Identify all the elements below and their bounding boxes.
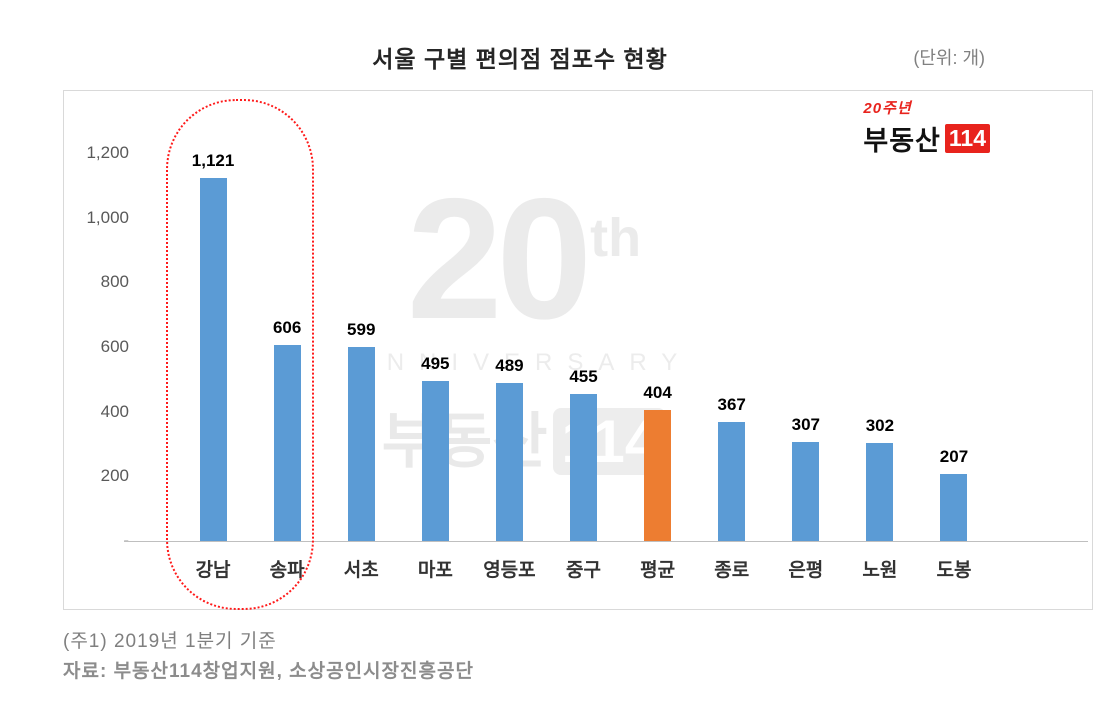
r114-logo: 20주년 부동산 114 (863, 97, 990, 158)
footnote-basis: (주1) 2019년 1분기 기준 (63, 631, 277, 652)
bar-value-label: 489 (495, 356, 524, 375)
x-label-노원: 노원 (862, 560, 898, 581)
bar-value-label: 495 (421, 354, 450, 373)
bar-영등포[interactable] (495, 383, 523, 541)
bar-종로[interactable] (718, 422, 746, 541)
y-tick-label: 1,200 (86, 142, 129, 162)
logo-main: 부동산 114 (863, 119, 990, 158)
x-label-종로: 종로 (714, 560, 750, 581)
bar-column: 302 (843, 91, 917, 541)
bar-value-label: 606 (272, 318, 302, 337)
bar-value-label: 599 (347, 320, 376, 339)
bar-강남[interactable] (199, 178, 227, 541)
bar-value-label: 367 (717, 395, 746, 414)
bar-value-label: 302 (865, 416, 895, 435)
y-tick-label: - (123, 531, 129, 550)
y-tick-label: 600 (100, 336, 129, 356)
x-label-중구: 중구 (566, 560, 601, 581)
x-label-영등포: 영등포 (483, 560, 536, 581)
chart-title: 서울 구별 편의점 점포수 현황 (372, 46, 668, 72)
chart-frame: 20th ANNIVERSARY 부동산 114 20주년 부동산 114 -20… (63, 90, 1093, 610)
logo-brand-text: 부동산 (863, 126, 941, 156)
bar-서초[interactable] (347, 347, 375, 541)
x-label-마포: 마포 (417, 560, 453, 581)
x-label-평균: 평균 (640, 560, 676, 581)
x-label-강남: 강남 (195, 560, 231, 581)
bar-column: 207 (917, 91, 991, 541)
y-tick-label: 200 (100, 466, 129, 486)
bar-중구[interactable] (570, 394, 598, 541)
logo-anniversary-text: 20주년 (863, 100, 912, 117)
x-axis-labels: 강남 송파 서초 마포 영등포 중구 평균 종로 은평 노원 도봉 (176, 555, 991, 582)
x-label-서초: 서초 (343, 560, 379, 581)
bar-column: 599 (324, 91, 398, 541)
bar-value-label: 404 (643, 383, 672, 402)
bar-column: 404 (621, 91, 695, 541)
bar-column: 495 (398, 91, 472, 541)
bar-value-label: 307 (791, 415, 820, 434)
bar-value-label: 455 (569, 367, 598, 386)
y-tick-label: 800 (100, 272, 129, 292)
x-label-송파: 송파 (269, 560, 305, 581)
bar-value-label: 207 (939, 447, 969, 466)
bar-column: 1,121 (176, 91, 250, 541)
y-tick-label: 1,000 (86, 207, 129, 227)
footnote-source: 자료: 부동산114창업지원, 소상공인시장진흥공단 (63, 661, 474, 682)
bar-노원[interactable] (866, 443, 894, 541)
x-axis-line (124, 541, 1088, 542)
bars-area: 1,121 606 599 495 489 455 404 367 307 302 207 (176, 91, 991, 541)
bar-마포[interactable] (421, 381, 449, 541)
bar-column: 489 (472, 91, 546, 541)
bar-송파[interactable] (273, 345, 301, 541)
logo-number-badge: 114 (944, 123, 990, 154)
y-axis: - 200 400 600 800 1,000 1,200 (64, 91, 129, 550)
bar-도봉[interactable] (940, 474, 968, 541)
bar-은평[interactable] (792, 442, 820, 541)
bar-value-label: 1,121 (191, 151, 235, 170)
unit-label: (단위: 개) (913, 48, 985, 68)
bar-column: 606 (250, 91, 324, 541)
bar-column: 455 (546, 91, 620, 541)
bar-column: 367 (695, 91, 769, 541)
bar-column: 307 (769, 91, 843, 541)
x-label-은평: 은평 (788, 560, 824, 581)
y-tick-label: 400 (100, 401, 129, 421)
x-label-도봉: 도봉 (936, 560, 972, 581)
bar-평균[interactable] (644, 410, 672, 541)
